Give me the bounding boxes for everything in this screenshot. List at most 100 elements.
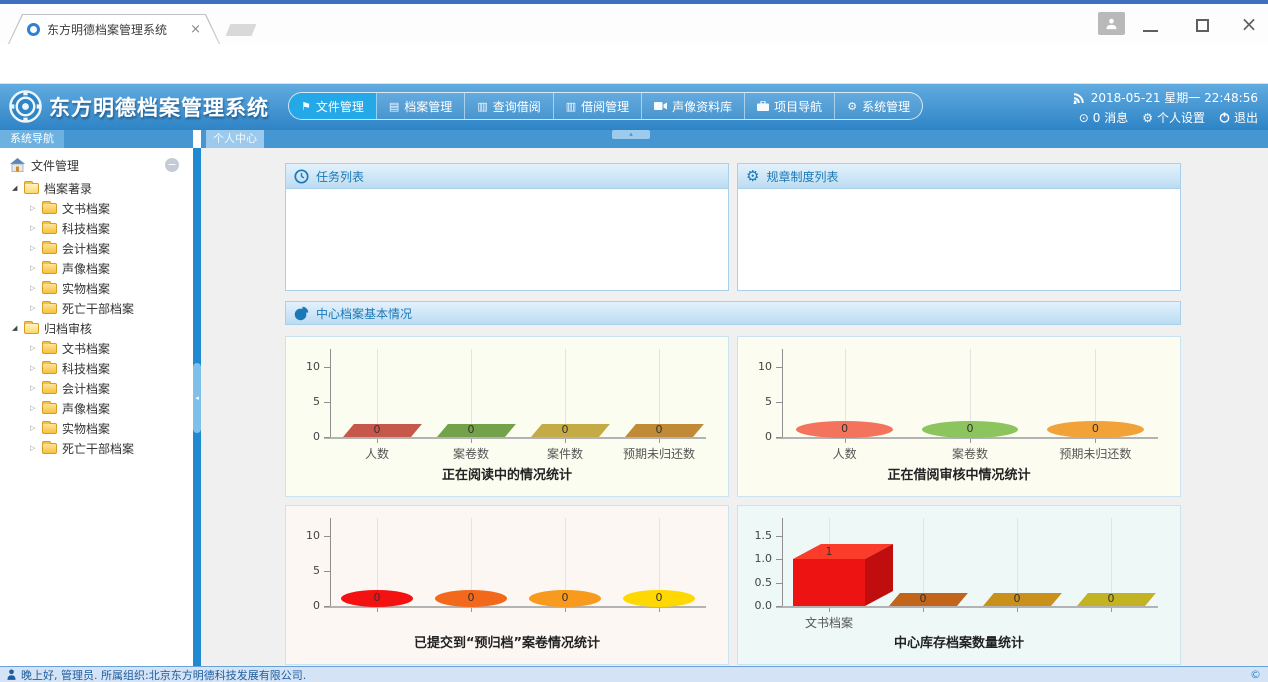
x-tick bbox=[659, 439, 660, 443]
gridline bbox=[659, 349, 660, 437]
datetime-row: 2018-05-21 星期一 22:48:56 bbox=[1072, 89, 1258, 106]
tree-item-label: 会计档案 bbox=[62, 241, 111, 256]
bar-ellipse bbox=[528, 590, 602, 607]
category-label: 人数 bbox=[364, 447, 389, 461]
caret-open-icon[interactable]: ◢ bbox=[12, 184, 18, 192]
tree-root-file-mgmt[interactable]: 文件管理 − bbox=[0, 152, 193, 178]
x-tick bbox=[377, 439, 378, 443]
y-tick bbox=[324, 571, 330, 572]
tree-item[interactable]: ▷ 会计档案 bbox=[0, 238, 193, 258]
y-tick bbox=[776, 367, 782, 368]
power-icon bbox=[1219, 112, 1230, 123]
x-axis bbox=[324, 606, 706, 608]
nav-item-system-mgmt[interactable]: ⚙ 系统管理 bbox=[835, 93, 922, 119]
collapse-header-button[interactable]: ▴ bbox=[612, 130, 650, 139]
new-tab-button[interactable] bbox=[225, 24, 257, 36]
chart-plot: 人数 案卷数 预期未归还数 0 5 10 0 0 0 bbox=[738, 337, 1180, 496]
folder-icon bbox=[42, 440, 57, 454]
status-greeting: 晚上好, 管理员. 所属组织:北京东方明德科技发展有限公司. bbox=[21, 668, 307, 682]
y-tick bbox=[776, 402, 782, 403]
nav-label: 借阅管理 bbox=[581, 99, 630, 114]
tree-item[interactable]: ▷ 死亡干部档案 bbox=[0, 298, 193, 318]
splitter-handle[interactable]: ◂ bbox=[193, 363, 201, 433]
tree-item[interactable]: ▷ 会计档案 bbox=[0, 378, 193, 398]
tree-item[interactable]: ▷ 文书档案 bbox=[0, 338, 193, 358]
y-tick-label: 0.5 bbox=[754, 575, 773, 589]
folder-icon bbox=[42, 380, 57, 394]
chart-plot: 人数 案卷数 案件数 预期未归还数 0 5 10 0 0 0 0 bbox=[286, 337, 728, 496]
value-label: 0 bbox=[1013, 592, 1021, 605]
tree-item[interactable]: ▷ 死亡干部档案 bbox=[0, 438, 193, 458]
tree-item[interactable]: ▷ 实物档案 bbox=[0, 418, 193, 438]
folder-open-icon bbox=[24, 180, 39, 194]
tree-item[interactable]: ▷ 实物档案 bbox=[0, 278, 193, 298]
caret-closed-icon[interactable]: ▷ bbox=[30, 444, 36, 452]
gridline bbox=[471, 518, 472, 606]
value-label: 1 bbox=[825, 545, 833, 559]
caret-closed-icon[interactable]: ▷ bbox=[30, 424, 36, 432]
nav-label: 声像资料库 bbox=[672, 99, 733, 114]
caret-closed-icon[interactable]: ▷ bbox=[30, 244, 36, 252]
tree-item[interactable]: ▷ 科技档案 bbox=[0, 218, 193, 238]
caret-closed-icon[interactable]: ▷ bbox=[30, 364, 36, 372]
close-button[interactable]: × bbox=[1240, 12, 1258, 36]
caret-closed-icon[interactable]: ▷ bbox=[30, 404, 36, 412]
tree-item[interactable]: ▷ 声像档案 bbox=[0, 398, 193, 418]
tree-group-catalog[interactable]: ◢ 档案著录 bbox=[0, 178, 193, 198]
value-label: 0 bbox=[655, 423, 663, 436]
maximize-button[interactable] bbox=[1196, 19, 1209, 32]
tree-item[interactable]: ▷ 文书档案 bbox=[0, 198, 193, 218]
nav-item-project-nav[interactable]: 项目导航 bbox=[745, 93, 836, 119]
chart-prearchive-stats: 0 5 10 0 0 0 0 已提交到“预归档”案卷情况统计 bbox=[285, 505, 729, 665]
gridline bbox=[565, 518, 566, 606]
caret-open-icon[interactable]: ◢ bbox=[12, 324, 18, 332]
messages-link[interactable]: ⊙ 0 消息 bbox=[1079, 109, 1129, 126]
category-label: 案卷数 bbox=[452, 447, 489, 461]
main-nav: ⚑ 文件管理 ▤ 档案管理 ▥ 查询借阅 ▥ 借阅管理 声像资料库 项目导航 bbox=[288, 92, 924, 120]
nav-label: 项目导航 bbox=[774, 99, 823, 114]
x-tick bbox=[1095, 439, 1097, 443]
x-tick bbox=[377, 608, 378, 612]
tree-item[interactable]: ▷ 声像档案 bbox=[0, 258, 193, 278]
tree-group-label: 档案著录 bbox=[44, 181, 93, 196]
book-columns-icon: ▥ bbox=[565, 99, 577, 113]
chart-title: 已提交到“预归档”案卷情况统计 bbox=[413, 636, 601, 651]
category-label: 预期未归还数 bbox=[622, 447, 695, 461]
nav-item-file-mgmt[interactable]: ⚑ 文件管理 bbox=[289, 93, 377, 119]
value-label: 0 bbox=[561, 591, 569, 604]
caret-closed-icon[interactable]: ▷ bbox=[30, 384, 36, 392]
caret-closed-icon[interactable]: ▷ bbox=[30, 264, 36, 272]
panel-title: 规章制度列表 bbox=[766, 169, 839, 184]
caret-closed-icon[interactable]: ▷ bbox=[30, 344, 36, 352]
folder-icon bbox=[42, 280, 57, 294]
tab-system-navigation[interactable]: 系统导航 bbox=[0, 130, 64, 148]
tab-personal-center[interactable]: 个人中心 bbox=[206, 130, 264, 148]
caret-closed-icon[interactable]: ▷ bbox=[30, 304, 36, 312]
site-favicon bbox=[27, 23, 40, 36]
tree-group-review[interactable]: ◢ 归档审核 bbox=[0, 318, 193, 338]
caret-closed-icon[interactable]: ▷ bbox=[30, 224, 36, 232]
tree-item-label: 声像档案 bbox=[62, 401, 111, 416]
nav-item-archive-mgmt[interactable]: ▤ 档案管理 bbox=[377, 93, 466, 119]
nav-item-media-library[interactable]: 声像资料库 bbox=[642, 93, 746, 119]
x-tick bbox=[829, 608, 830, 612]
caret-closed-icon[interactable]: ▷ bbox=[30, 284, 36, 292]
tree-item[interactable]: ▷ 科技档案 bbox=[0, 358, 193, 378]
browser-tab[interactable]: 东方明德档案管理系统 × bbox=[8, 14, 220, 44]
address-bar-row: ← → ↻ i 39.106.26.200:8080/archive_test/… bbox=[0, 44, 1268, 122]
gridline bbox=[377, 518, 378, 606]
logout-link[interactable]: 退出 bbox=[1219, 109, 1258, 126]
splitter-bar[interactable]: ◂ bbox=[193, 148, 201, 666]
collapse-tree-icon[interactable]: − bbox=[165, 158, 179, 172]
nav-item-query-borrow[interactable]: ▥ 查询借阅 bbox=[465, 93, 554, 119]
profile-button[interactable] bbox=[1098, 12, 1125, 35]
tab-close-icon[interactable]: × bbox=[190, 22, 201, 37]
header-user-area: 2018-05-21 星期一 22:48:56 ⊙ 0 消息 ⚙ 个人设置 退出 bbox=[1072, 89, 1258, 126]
app-title: 东方明德档案管理系统 bbox=[49, 95, 269, 120]
minimize-button[interactable] bbox=[1143, 30, 1158, 32]
personal-settings-link[interactable]: ⚙ 个人设置 bbox=[1142, 109, 1205, 126]
bar-cube-front bbox=[792, 559, 866, 606]
nav-item-borrow-mgmt[interactable]: ▥ 借阅管理 bbox=[554, 93, 643, 119]
caret-closed-icon[interactable]: ▷ bbox=[30, 204, 36, 212]
nav-label: 文件管理 bbox=[315, 99, 364, 114]
